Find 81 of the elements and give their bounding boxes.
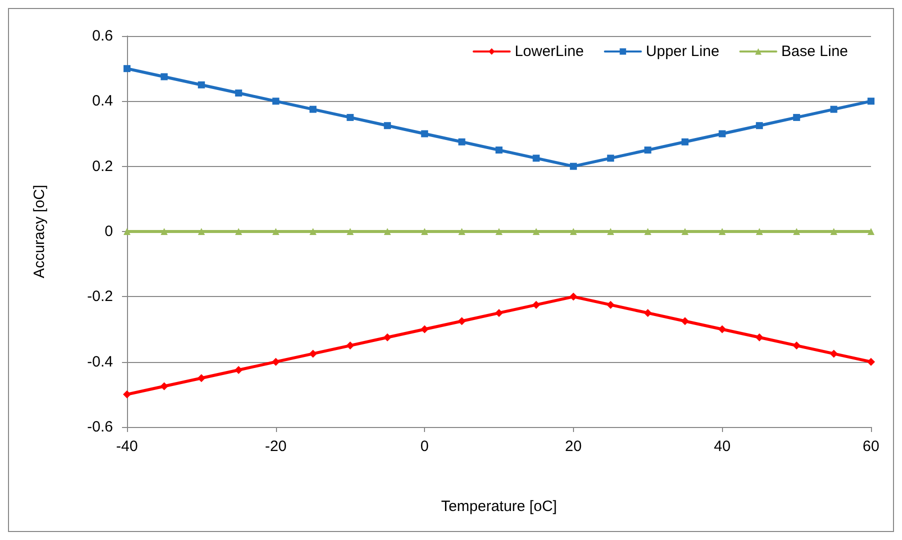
point (644, 228, 652, 235)
point (682, 138, 688, 146)
x-tick-label: -20 (264, 438, 287, 455)
point (123, 390, 131, 398)
point (569, 292, 578, 301)
y-tick-label: -0.6 (87, 418, 113, 436)
x-tick-label: 0 (420, 438, 429, 455)
point (496, 228, 502, 235)
point (272, 228, 280, 235)
point (198, 81, 205, 88)
point (160, 73, 168, 80)
point (235, 228, 242, 235)
y-tick-label: 0.2 (92, 158, 113, 175)
point (756, 122, 763, 130)
point (532, 300, 540, 309)
point (868, 228, 874, 235)
point (606, 300, 615, 309)
point (793, 114, 800, 121)
point (310, 106, 316, 113)
point (421, 228, 428, 235)
x-tick-label: 40 (714, 438, 731, 455)
point (532, 228, 540, 235)
point (197, 374, 206, 382)
point (830, 106, 838, 113)
point (421, 130, 428, 138)
x-tick-label: 60 (862, 438, 880, 455)
point (124, 65, 130, 72)
point (384, 228, 391, 235)
y-axis-title: Accuracy [oC] (31, 184, 48, 278)
point (718, 325, 726, 334)
x-tick-label: 20 (565, 438, 582, 455)
point (607, 154, 614, 162)
y-tick-label: -0.4 (87, 353, 113, 370)
point (570, 162, 577, 170)
point (718, 130, 726, 138)
legend-label: LowerLine (514, 43, 584, 60)
point (756, 228, 763, 235)
point (235, 90, 242, 97)
point (868, 98, 874, 105)
point (272, 358, 280, 366)
point (234, 366, 243, 374)
point (160, 228, 168, 235)
y-tick-label: 0.4 (92, 92, 113, 110)
point (792, 342, 801, 350)
y-tick-label: 0.6 (92, 28, 113, 44)
point (346, 228, 354, 235)
point (384, 122, 391, 130)
point (124, 228, 130, 235)
point (793, 228, 800, 235)
point (644, 308, 652, 317)
point (420, 325, 429, 334)
point (830, 350, 838, 358)
x-tick-label: -40 (116, 438, 138, 455)
point (867, 358, 875, 366)
legend-label: Upper Line (646, 43, 720, 60)
point (310, 228, 316, 235)
point (681, 317, 689, 326)
point (495, 308, 503, 317)
point (755, 333, 764, 342)
point (570, 228, 577, 235)
point (718, 228, 726, 235)
point (458, 138, 466, 146)
y-tick-label: -0.2 (87, 288, 113, 306)
point (458, 317, 466, 326)
point (496, 146, 502, 154)
point (346, 114, 354, 121)
point (532, 154, 540, 162)
point (830, 228, 838, 235)
legend-label: Base Line (781, 43, 848, 60)
point (458, 228, 466, 235)
point (160, 382, 168, 390)
y-tick-label: 0 (104, 223, 113, 240)
x-axis-title: Temperature [oC] (441, 498, 557, 515)
point (644, 146, 652, 154)
point (198, 228, 205, 235)
point (309, 350, 317, 358)
point (272, 98, 280, 105)
point (607, 228, 614, 235)
point (383, 333, 392, 342)
point (682, 228, 688, 235)
point (346, 342, 354, 350)
